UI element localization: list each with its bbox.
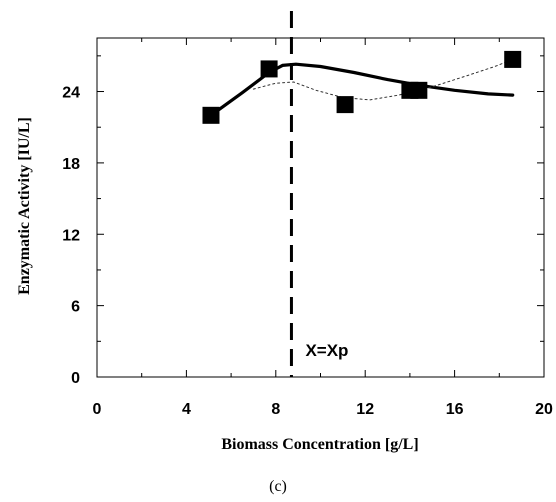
y-tick-label: 0	[71, 370, 80, 387]
model-curve-solid	[209, 62, 515, 117]
x-tick-label: 12	[356, 401, 374, 418]
x-tick-label: 20	[535, 401, 553, 418]
xp-annotation: X=Xp	[305, 341, 348, 360]
x-tick-label: 4	[182, 401, 191, 418]
y-axis-label: Enzymatic Activity [IU/L]	[16, 117, 33, 295]
x-tick-label: 8	[271, 401, 280, 418]
x-tick-label: 0	[93, 401, 102, 418]
plot-frame	[96, 37, 545, 378]
data-point-marker	[504, 50, 522, 68]
x-axis-label: Biomass Concentration [g/L]	[221, 436, 418, 453]
y-tick-label: 12	[62, 227, 80, 244]
figure-caption: (c)	[269, 478, 287, 495]
model-curve-dotted	[252, 58, 514, 101]
marker-layer	[202, 50, 522, 124]
y-tick-label: 24	[62, 85, 80, 102]
y-tick-label: 6	[71, 299, 80, 316]
data-point-marker	[336, 96, 354, 114]
data-point-marker	[410, 81, 428, 99]
data-point-marker	[202, 106, 220, 124]
x-tick-label: 16	[446, 401, 464, 418]
vline-layer: X=Xp	[289, 11, 348, 377]
ticks-layer: 0 4 8 12 16 20 0 6 12 18 24	[62, 38, 553, 418]
data-point-marker	[260, 60, 278, 78]
y-tick-label: 18	[62, 156, 80, 173]
series-layer	[209, 58, 515, 117]
